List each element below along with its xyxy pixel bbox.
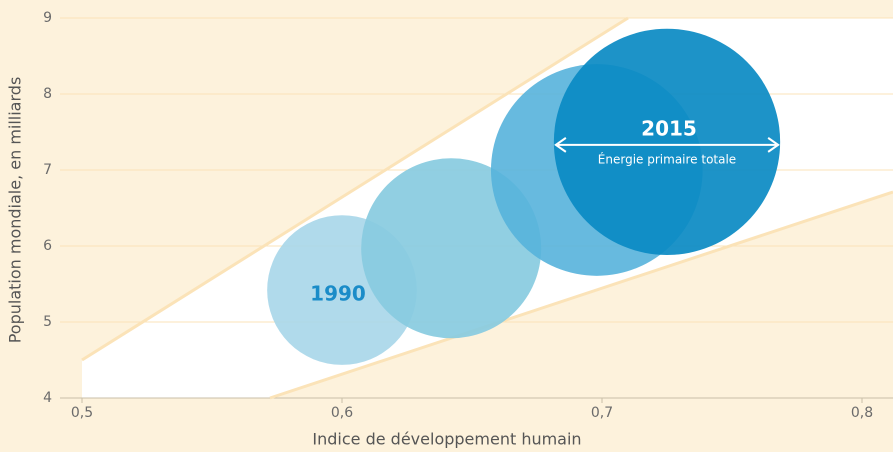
bubble xyxy=(553,28,781,256)
y-tick-label: 5 xyxy=(43,314,52,330)
annotation: Énergie primaire totale xyxy=(598,151,736,166)
y-tick-label: 7 xyxy=(43,162,52,178)
x-axis-label: Indice de développement humain xyxy=(312,430,581,449)
x-tick-label: 0,8 xyxy=(851,405,873,421)
annotation: 1990 xyxy=(310,282,366,306)
arrow-head xyxy=(767,137,780,153)
y-tick-label: 9 xyxy=(43,10,52,26)
y-tick-label: 8 xyxy=(43,86,52,102)
x-tick-label: 0,7 xyxy=(591,405,613,421)
bubble xyxy=(361,158,542,339)
arrow-head xyxy=(554,137,567,153)
y-tick-label: 6 xyxy=(43,238,52,254)
x-tick-label: 0,5 xyxy=(71,405,93,421)
annotation: 2015 xyxy=(641,116,697,140)
corridor-edge xyxy=(269,190,893,400)
corridor-edge xyxy=(81,16,629,362)
x-tick-label: 0,6 xyxy=(331,405,353,421)
y-tick-label: 4 xyxy=(43,390,52,406)
y-axis-label: Population mondiale, en milliards xyxy=(6,77,25,344)
